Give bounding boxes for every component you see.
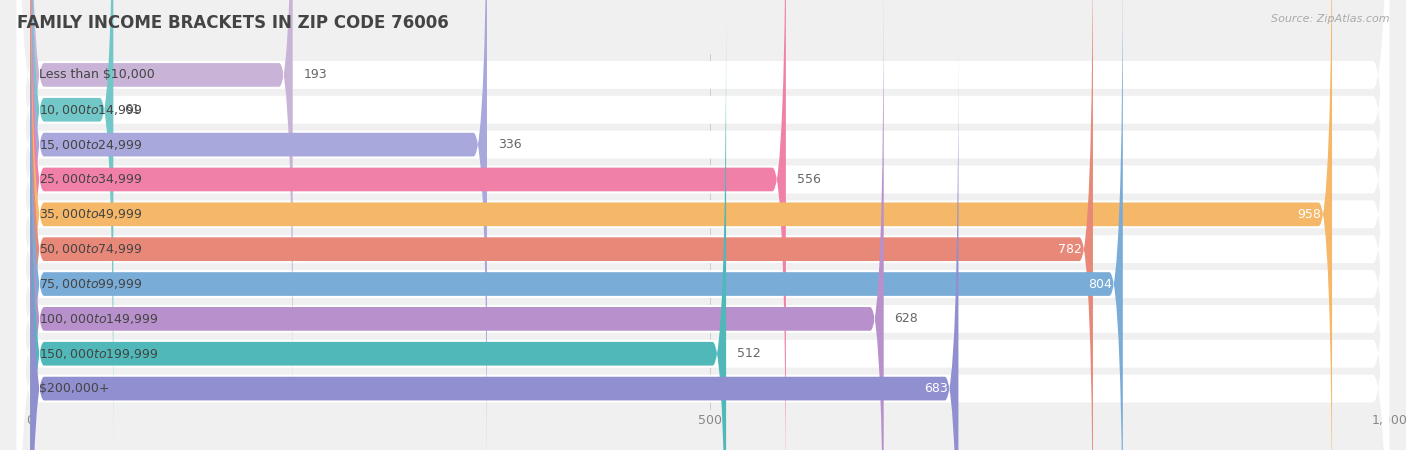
Text: 336: 336 — [498, 138, 522, 151]
FancyBboxPatch shape — [17, 0, 1389, 450]
FancyBboxPatch shape — [17, 0, 1389, 450]
Text: $25,000 to $34,999: $25,000 to $34,999 — [38, 172, 142, 186]
FancyBboxPatch shape — [31, 0, 1092, 450]
Text: FAMILY INCOME BRACKETS IN ZIP CODE 76006: FAMILY INCOME BRACKETS IN ZIP CODE 76006 — [17, 14, 449, 32]
FancyBboxPatch shape — [17, 0, 1389, 450]
Text: $150,000 to $199,999: $150,000 to $199,999 — [38, 347, 157, 361]
FancyBboxPatch shape — [31, 17, 725, 450]
FancyBboxPatch shape — [17, 0, 1389, 450]
Text: Less than $10,000: Less than $10,000 — [38, 68, 155, 81]
FancyBboxPatch shape — [17, 0, 1389, 450]
Text: 193: 193 — [304, 68, 328, 81]
Text: $35,000 to $49,999: $35,000 to $49,999 — [38, 207, 142, 221]
Text: 556: 556 — [797, 173, 821, 186]
Text: $100,000 to $149,999: $100,000 to $149,999 — [38, 312, 157, 326]
FancyBboxPatch shape — [17, 0, 1389, 450]
FancyBboxPatch shape — [31, 0, 1123, 450]
FancyBboxPatch shape — [17, 0, 1389, 450]
FancyBboxPatch shape — [31, 0, 1331, 450]
FancyBboxPatch shape — [17, 0, 1389, 450]
FancyBboxPatch shape — [31, 0, 114, 446]
FancyBboxPatch shape — [31, 0, 486, 450]
FancyBboxPatch shape — [31, 0, 292, 412]
Text: Source: ZipAtlas.com: Source: ZipAtlas.com — [1271, 14, 1389, 23]
Text: 958: 958 — [1298, 208, 1322, 221]
Text: 628: 628 — [894, 312, 918, 325]
Text: 512: 512 — [737, 347, 761, 360]
Text: $200,000+: $200,000+ — [38, 382, 110, 395]
Text: 61: 61 — [124, 103, 141, 116]
FancyBboxPatch shape — [31, 0, 884, 450]
Text: $15,000 to $24,999: $15,000 to $24,999 — [38, 138, 142, 152]
FancyBboxPatch shape — [17, 0, 1389, 450]
Text: $50,000 to $74,999: $50,000 to $74,999 — [38, 242, 142, 256]
FancyBboxPatch shape — [17, 0, 1389, 450]
FancyBboxPatch shape — [31, 52, 959, 450]
Text: $75,000 to $99,999: $75,000 to $99,999 — [38, 277, 142, 291]
FancyBboxPatch shape — [31, 0, 786, 450]
Text: 804: 804 — [1088, 278, 1112, 291]
Text: 782: 782 — [1059, 243, 1083, 256]
Text: $10,000 to $14,999: $10,000 to $14,999 — [38, 103, 142, 117]
Text: 683: 683 — [924, 382, 948, 395]
